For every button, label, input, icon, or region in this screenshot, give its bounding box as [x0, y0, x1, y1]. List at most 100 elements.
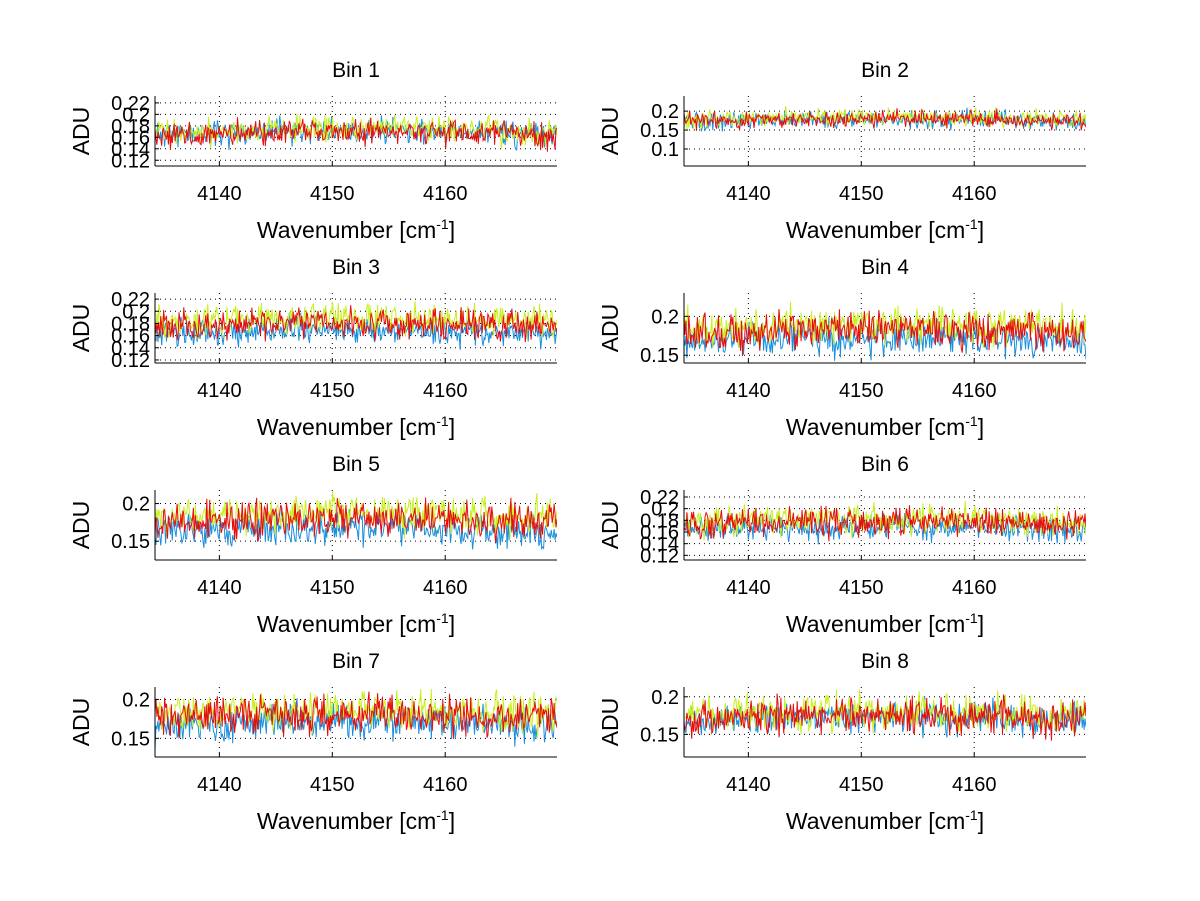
x-axis-label-text: Wavenumber [cm [786, 808, 965, 834]
series-group [684, 689, 1086, 741]
x-axis-label-superscript: -1 [965, 413, 978, 429]
x-tick-label: 4140 [197, 183, 242, 205]
subplot-1: 4140 4150 4160 0.120.140.160.180.20.22 Bin 1… [68, 59, 557, 243]
y-tick-label: 0.15 [640, 120, 679, 142]
y-tick-label: 0.2 [651, 687, 679, 709]
x-tick-label: 4160 [423, 774, 468, 796]
series-line-series-3 [684, 505, 1086, 542]
y-tick-label: 0.22 [640, 487, 679, 509]
x-axis-label-text: Wavenumber [cm [786, 217, 965, 243]
series-group [684, 301, 1086, 361]
x-tick-label: 4140 [726, 577, 771, 599]
subplot-title: Bin 1 [332, 59, 380, 82]
subplot-7: 4140 4150 4160 0.15 0.2 Bin 7 Wavenumber [cm-1… [68, 650, 557, 834]
y-tick-label: 0.18 [111, 116, 150, 138]
x-tick-label: 4150 [310, 183, 355, 205]
series-line-series-3 [684, 108, 1086, 131]
series-group [684, 500, 1086, 545]
x-axis-label-close: ] [978, 217, 984, 243]
y-tick-label: 0.2 [651, 499, 679, 521]
x-axis-label: Wavenumber [cm-1] [257, 216, 455, 243]
x-tick-label: 4160 [952, 774, 997, 796]
x-axis-label: Wavenumber [cm-1] [257, 413, 455, 440]
y-tick-label: 0.1 [651, 139, 679, 161]
y-tick-label: 0.2 [122, 301, 150, 323]
y-tick-label: 0.16 [640, 522, 679, 544]
subplot-2: 4140 4150 4160 0.10.150.2 Bin 2 Wavenumber [c… [597, 59, 1086, 243]
x-tick-label: 4160 [952, 380, 997, 402]
y-tick-label: 0.2 [651, 101, 679, 123]
series-line-series-3 [155, 117, 557, 152]
x-tick-label: 4160 [423, 380, 468, 402]
series-line-series-2 [155, 113, 557, 149]
x-tick-label: 4140 [726, 380, 771, 402]
subplot-title: Bin 5 [332, 453, 380, 476]
y-tick-label: 0.18 [111, 313, 150, 335]
series-line-series-1 [155, 507, 557, 551]
y-axis-label: ADU [68, 698, 94, 747]
series-group [155, 688, 557, 750]
x-tick-label: 4160 [952, 183, 997, 205]
x-tick-label: 4140 [197, 380, 242, 402]
x-tick-label: 4150 [839, 380, 884, 402]
x-tick-label: 4150 [310, 577, 355, 599]
x-tick-label: 4150 [310, 774, 355, 796]
x-axis-label-close: ] [449, 217, 455, 243]
y-axis-label: ADU [597, 304, 623, 353]
x-tick-label: 4140 [197, 774, 242, 796]
y-axis-label: ADU [597, 698, 623, 747]
x-axis-label: Wavenumber [cm-1] [786, 216, 984, 243]
subplot-title: Bin 4 [861, 256, 909, 279]
y-tick-label: 0.15 [640, 345, 679, 367]
subplot-3: 4140 4150 4160 0.120.140.160.180.20.22 Bin 3… [68, 256, 557, 440]
y-tick-label: 0.15 [640, 724, 679, 746]
x-axis-label-close: ] [449, 611, 455, 637]
x-axis-label: Wavenumber [cm-1] [786, 413, 984, 440]
y-axis-label: ADU [597, 107, 623, 156]
x-axis-label-text: Wavenumber [cm [257, 808, 436, 834]
y-tick-label: 0.2 [122, 104, 150, 126]
x-tick-label: 4160 [952, 577, 997, 599]
x-tick-label: 4140 [197, 577, 242, 599]
x-tick-label: 4160 [423, 577, 468, 599]
subplot-title: Bin 2 [861, 59, 909, 82]
x-axis-label-close: ] [978, 414, 984, 440]
x-tick-label: 4140 [726, 183, 771, 205]
y-axis-label: ADU [597, 501, 623, 550]
x-axis-label-superscript: -1 [436, 807, 449, 823]
subplot-title: Bin 3 [332, 256, 380, 279]
y-tick-label: 0.14 [111, 338, 150, 360]
x-axis-label: Wavenumber [cm-1] [786, 610, 984, 637]
series-group [155, 113, 557, 152]
x-tick-label: 4140 [726, 774, 771, 796]
subplot-title: Bin 8 [861, 650, 909, 673]
y-tick-label: 0.14 [640, 534, 679, 556]
y-axis-label: ADU [68, 107, 94, 156]
x-axis-label-text: Wavenumber [cm [257, 611, 436, 637]
y-tick-label: 0.16 [111, 326, 150, 348]
y-tick-label: 0.2 [122, 494, 150, 516]
x-axis-label-superscript: -1 [436, 610, 449, 626]
x-axis-label-close: ] [978, 611, 984, 637]
y-tick-label: 0.12 [111, 350, 150, 372]
series-line-series-3 [684, 308, 1086, 357]
y-tick-label: 0.22 [111, 289, 150, 311]
x-axis-label-superscript: -1 [965, 807, 978, 823]
y-tick-label: 0.16 [111, 127, 150, 149]
y-axis-label: ADU [68, 304, 94, 353]
series-group [684, 106, 1086, 132]
y-tick-label: 0.12 [111, 150, 150, 172]
subplot-5: 4140 4150 4160 0.15 0.2 Bin 5 Wavenumber [cm-1… [68, 453, 557, 637]
x-axis-label-text: Wavenumber [cm [257, 217, 436, 243]
x-axis-label-superscript: -1 [965, 610, 978, 626]
x-tick-label: 4160 [423, 183, 468, 205]
series-line-series-3 [155, 497, 557, 543]
x-axis-label: Wavenumber [cm-1] [786, 807, 984, 834]
series-line-series-3 [684, 693, 1086, 741]
y-tick-label: 0.22 [111, 93, 150, 115]
subplot-8: 4140 4150 4160 0.15 0.2 Bin 8 Wavenumber [cm-1… [597, 650, 1086, 834]
series-line-series-2 [684, 689, 1086, 735]
y-tick-label: 0.12 [640, 545, 679, 567]
subplot-title: Bin 7 [332, 650, 380, 673]
